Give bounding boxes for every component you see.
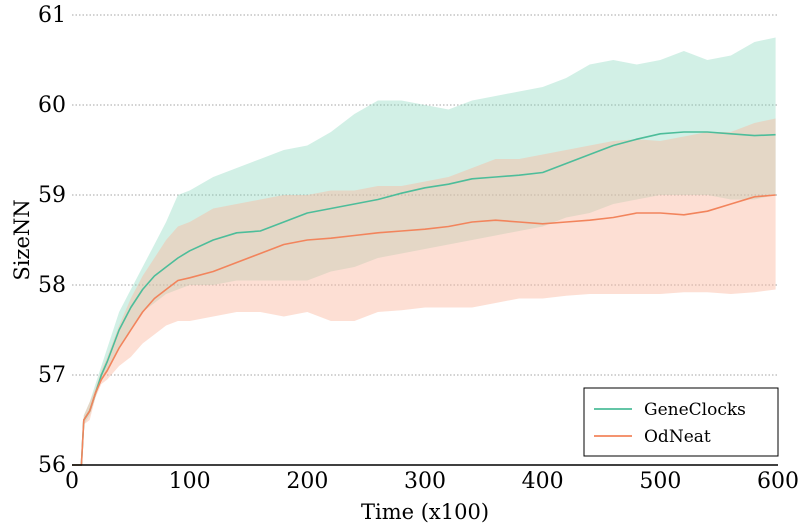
- band-geneclocks: [72, 37, 776, 465]
- series-lines: [72, 131, 776, 466]
- grid-lines: [72, 14, 778, 376]
- y-tick-label-58: 58: [38, 273, 66, 298]
- band-odneat: [72, 118, 776, 465]
- legend-label-geneclocks: GeneClocks: [644, 400, 746, 420]
- x-tick-label-100: 100: [169, 469, 211, 494]
- legend: GeneClocks OdNeat: [583, 387, 779, 457]
- x-axis-label: Time (x100): [361, 500, 489, 524]
- y-tick-label-57: 57: [38, 363, 66, 388]
- x-tick-label-500: 500: [639, 469, 681, 494]
- y-tick-label-61: 61: [38, 3, 66, 28]
- legend-box: [583, 387, 779, 457]
- legend-label-odneat: OdNeat: [644, 427, 711, 447]
- x-tick-label-400: 400: [522, 469, 564, 494]
- y-tick-label-56: 56: [38, 453, 66, 478]
- x-tick-label-200: 200: [286, 469, 328, 494]
- y-tick-label-60: 60: [38, 93, 66, 118]
- x-tick-label-0: 0: [65, 469, 79, 494]
- y-tick-label-59: 59: [38, 183, 66, 208]
- line-odneat: [72, 194, 776, 466]
- y-axis-label: SizeNN: [10, 199, 34, 280]
- confidence-bands: [72, 37, 776, 465]
- x-tick-label-300: 300: [404, 469, 446, 494]
- tick-labels: 56 57 58 59 60 61 0 100 200 300 400 500 600: [38, 3, 799, 494]
- x-tick-label-600: 600: [757, 469, 799, 494]
- line-geneclocks: [72, 131, 776, 466]
